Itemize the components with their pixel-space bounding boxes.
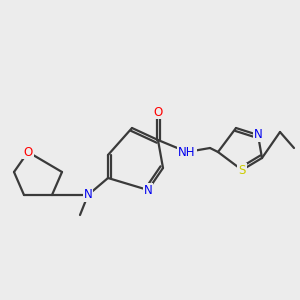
Text: N: N (254, 128, 262, 142)
Text: O: O (153, 106, 163, 118)
Text: O: O (23, 146, 33, 158)
Text: S: S (238, 164, 246, 176)
Text: N: N (84, 188, 92, 202)
Text: N: N (144, 184, 152, 196)
Text: NH: NH (178, 146, 196, 158)
